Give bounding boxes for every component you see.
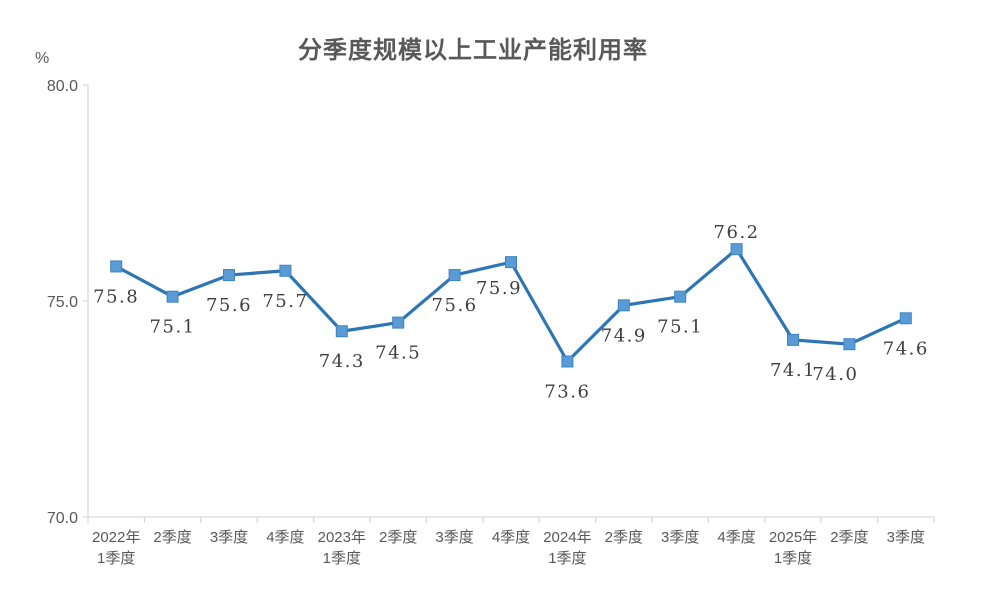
data-point-label: 75.1 — [657, 317, 703, 338]
data-point-label: 75.7 — [262, 291, 308, 312]
data-point-marker — [392, 316, 405, 329]
x-axis-category-label: 2季度 — [605, 529, 643, 546]
x-axis-category-label: 3季度 — [435, 529, 473, 546]
x-axis-category-label: 3季度 — [887, 529, 925, 546]
data-point-marker — [448, 269, 461, 282]
x-axis-category-label: 3季度 — [210, 529, 248, 546]
data-point-marker — [335, 325, 348, 338]
x-axis-category-label: 2022年 1季度 — [92, 529, 140, 567]
data-point-marker — [674, 290, 687, 303]
data-point-label: 74.3 — [319, 351, 365, 372]
data-point-label: 75.1 — [150, 317, 196, 338]
data-point-marker — [843, 338, 856, 351]
data-point-marker — [899, 312, 912, 325]
data-point-marker — [223, 269, 235, 282]
data-point-marker — [617, 299, 630, 312]
x-axis-category-label: 2024年 1季度 — [543, 529, 591, 567]
data-point-label: 75.6 — [432, 295, 478, 316]
x-axis-category-label: 2季度 — [153, 529, 191, 546]
data-point-marker — [730, 243, 743, 256]
data-point-marker — [787, 333, 799, 346]
data-point-label: 74.0 — [812, 364, 858, 385]
data-point-label: 74.5 — [375, 343, 421, 364]
data-point-marker — [166, 290, 179, 303]
data-point-label: 75.9 — [476, 278, 522, 299]
data-point-label: 73.6 — [544, 381, 590, 402]
data-point-label: 76.2 — [714, 222, 760, 243]
data-point-label: 75.8 — [93, 286, 139, 307]
x-axis-category-label: 2季度 — [379, 529, 417, 546]
data-point-marker — [110, 260, 123, 273]
data-point-label: 74.9 — [601, 325, 647, 346]
data-point-marker — [505, 256, 517, 269]
x-axis-category-label: 4季度 — [266, 529, 304, 546]
data-point-marker — [279, 264, 292, 277]
x-axis-category-label: 2025年 1季度 — [769, 529, 817, 567]
x-axis-category-label: 2季度 — [830, 529, 868, 546]
x-axis-category-label: 2023年 1季度 — [318, 529, 366, 567]
y-axis-tick-label: 70.0 — [47, 510, 78, 527]
data-point-label: 74.1 — [770, 360, 816, 381]
y-axis-tick-label: 75.0 — [47, 294, 78, 311]
data-point-label: 74.6 — [883, 338, 929, 359]
chart-title: 分季度规模以上工业产能利用率 — [298, 37, 648, 64]
y-axis-unit-label: % — [35, 50, 50, 67]
data-point-marker — [561, 355, 574, 368]
data-point-label: 75.6 — [206, 295, 252, 316]
x-axis-category-label: 3季度 — [661, 529, 699, 546]
y-axis-tick-label: 80.0 — [47, 78, 78, 95]
x-axis-category-label: 4季度 — [492, 529, 530, 546]
x-axis-category-label: 4季度 — [717, 529, 755, 546]
